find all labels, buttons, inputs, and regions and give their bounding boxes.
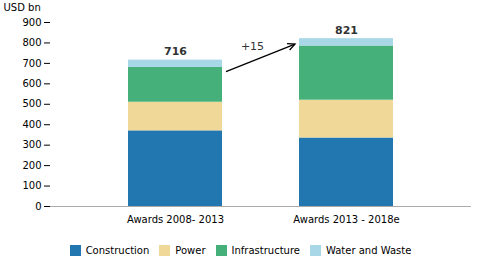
svg-text:716: 716: [164, 45, 187, 58]
html-text:Construction: Construction: [85, 245, 150, 256]
svg-text:USD bn: USD bn: [4, 2, 41, 13]
svg-text:700: 700: [22, 58, 41, 69]
svg-text:300: 300: [22, 139, 41, 150]
svg-text:821: 821: [335, 24, 358, 37]
svg-text:Awards 2008- 2013: Awards 2008- 2013: [127, 214, 224, 225]
svg-text:400: 400: [22, 119, 41, 130]
svg-text:100: 100: [22, 180, 41, 191]
svg-text:900: 900: [22, 17, 41, 28]
svg-text:500: 500: [22, 98, 41, 109]
svg-text:600: 600: [22, 78, 41, 89]
svg-text:800: 800: [22, 37, 41, 48]
svg-text:Awards 2013 - 2018e: Awards 2013 - 2018e: [293, 214, 399, 225]
html-text:Water and Waste: Water and Waste: [326, 245, 412, 256]
svg-text:200: 200: [22, 160, 41, 171]
svg-text:0: 0: [35, 201, 41, 212]
svg-text:+15: +15: [241, 40, 264, 53]
html-text:Power: Power: [175, 245, 206, 256]
html-text:Infrastructure: Infrastructure: [231, 245, 300, 256]
